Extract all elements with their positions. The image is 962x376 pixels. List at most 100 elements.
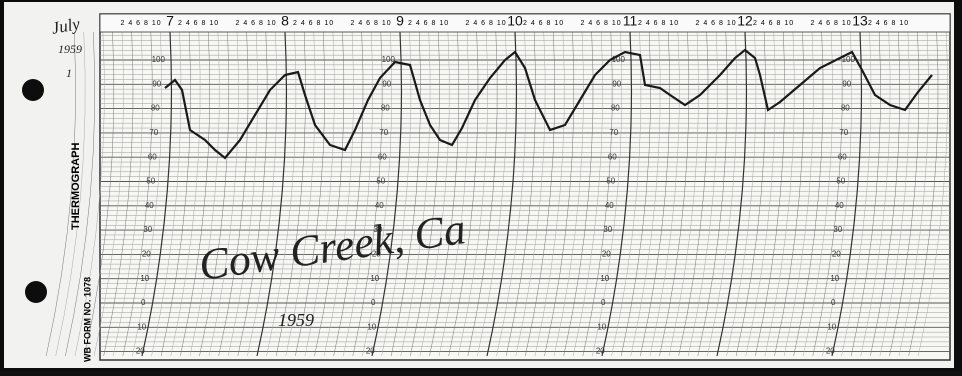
scale-label: 80 [381, 104, 390, 113]
hour-arc [563, 31, 594, 357]
hour-arc [275, 31, 306, 357]
hour-arc [716, 31, 748, 357]
hour-arc [438, 31, 469, 357]
month-note: July [50, 14, 82, 38]
hour-arc [113, 31, 143, 357]
scale-label: 80 [151, 104, 160, 113]
scale-label: 40 [605, 201, 614, 210]
hour-arc [793, 31, 824, 357]
punch-hole [22, 79, 44, 101]
hour-arc [448, 31, 479, 357]
scale-label: 0 [831, 298, 836, 307]
hour-label: 2 4 6 8 10 [408, 20, 449, 27]
hour-arc [141, 31, 173, 357]
scale-label: 10 [370, 274, 379, 283]
hour-arc [755, 31, 786, 357]
hour-arc [304, 31, 335, 357]
scale-label: 10 [827, 322, 836, 331]
scale-label: 70 [839, 128, 848, 137]
hour-label: 2 4 6 8 10 [293, 20, 334, 27]
hour-arc [726, 31, 757, 357]
scale-label: 70 [379, 128, 388, 137]
hour-arc [764, 31, 795, 357]
scale-label: 20 [826, 347, 835, 356]
hour-arc [496, 31, 527, 357]
hour-arc [208, 31, 239, 357]
hour-label: 2 4 6 8 10 [178, 20, 219, 27]
hour-arc [362, 31, 393, 357]
hour-arc [132, 31, 163, 357]
scale-label: 50 [146, 177, 155, 186]
scale-label: 90 [612, 79, 621, 88]
scale-label: 10 [600, 274, 609, 283]
hour-arc [822, 31, 853, 357]
grid: 2 4 6 8 10 2 4 6 8 10 2 4 6 8 10 2 4 6 8 10… [45, 13, 951, 357]
hour-arc [582, 31, 613, 357]
hour-arc [640, 31, 671, 357]
temperature-trace [164, 48, 933, 160]
hour-arc [486, 31, 518, 357]
hour-arc [410, 31, 441, 357]
hour-arc [649, 31, 680, 357]
scale-label: 60 [838, 152, 847, 161]
hour-label: 2 4 6 8 10 [811, 20, 852, 27]
scale-label: 0 [371, 298, 376, 307]
hour-arc [371, 31, 403, 357]
hour-arc [697, 31, 728, 357]
hour-label: 2 4 6 8 10 [868, 20, 909, 27]
scale-label: 30 [373, 225, 382, 234]
hour-arc [707, 31, 738, 357]
hour-arc [918, 31, 948, 357]
hour-label: 2 4 6 8 10 [523, 20, 564, 27]
hour-label: 2 4 6 8 10 [121, 20, 162, 27]
hour-arc [745, 31, 776, 357]
hour-label: 2 4 6 8 10 [351, 20, 392, 27]
scale-label: 90 [842, 79, 851, 88]
hour-arc [879, 31, 910, 357]
hour-arc [93, 31, 124, 357]
hour-arc [390, 31, 421, 357]
scale-label: 60 [148, 152, 157, 161]
hour-label: 2 4 6 8 10 [466, 20, 507, 27]
year-annotation: 1959 [278, 310, 314, 330]
hour-arc [544, 31, 575, 357]
hour-arc [620, 31, 651, 357]
day-label: 12 [737, 13, 753, 29]
hour-arc [889, 31, 920, 357]
hour-arc [601, 31, 633, 357]
hour-arc [812, 31, 843, 357]
hour-arc [400, 31, 431, 357]
day-label: 9 [396, 13, 404, 29]
hour-band [99, 13, 951, 33]
hour-arc [525, 31, 556, 357]
hour-arc [458, 31, 488, 357]
hour-label: 2 4 6 8 10 [696, 20, 737, 27]
scale-label: 20 [832, 250, 841, 259]
scale-label: 100 [612, 55, 626, 64]
hour-arc [189, 31, 220, 357]
hour-label: 2 4 6 8 10 [581, 20, 622, 27]
hour-arc [419, 31, 450, 357]
hour-arc [295, 31, 326, 357]
scale-label: 100 [842, 55, 856, 64]
day-label: 11 [623, 13, 638, 29]
scale-label: 50 [376, 177, 385, 186]
scale-label: 20 [372, 250, 381, 259]
hour-arc [774, 31, 805, 357]
hour-arc [515, 31, 546, 357]
hour-arc [228, 31, 258, 357]
hour-arc [84, 31, 115, 357]
hour-arc [534, 31, 565, 357]
scale-label: 50 [836, 177, 845, 186]
hour-arc [381, 31, 412, 357]
scale-label: 10 [140, 274, 149, 283]
scale-label: 40 [835, 201, 844, 210]
hour-arc [247, 31, 278, 357]
hour-arc [45, 31, 76, 357]
sheet-note: 1 [66, 66, 72, 80]
hour-arc [333, 31, 364, 357]
hour-arc [237, 31, 268, 357]
hour-arc [323, 31, 354, 357]
